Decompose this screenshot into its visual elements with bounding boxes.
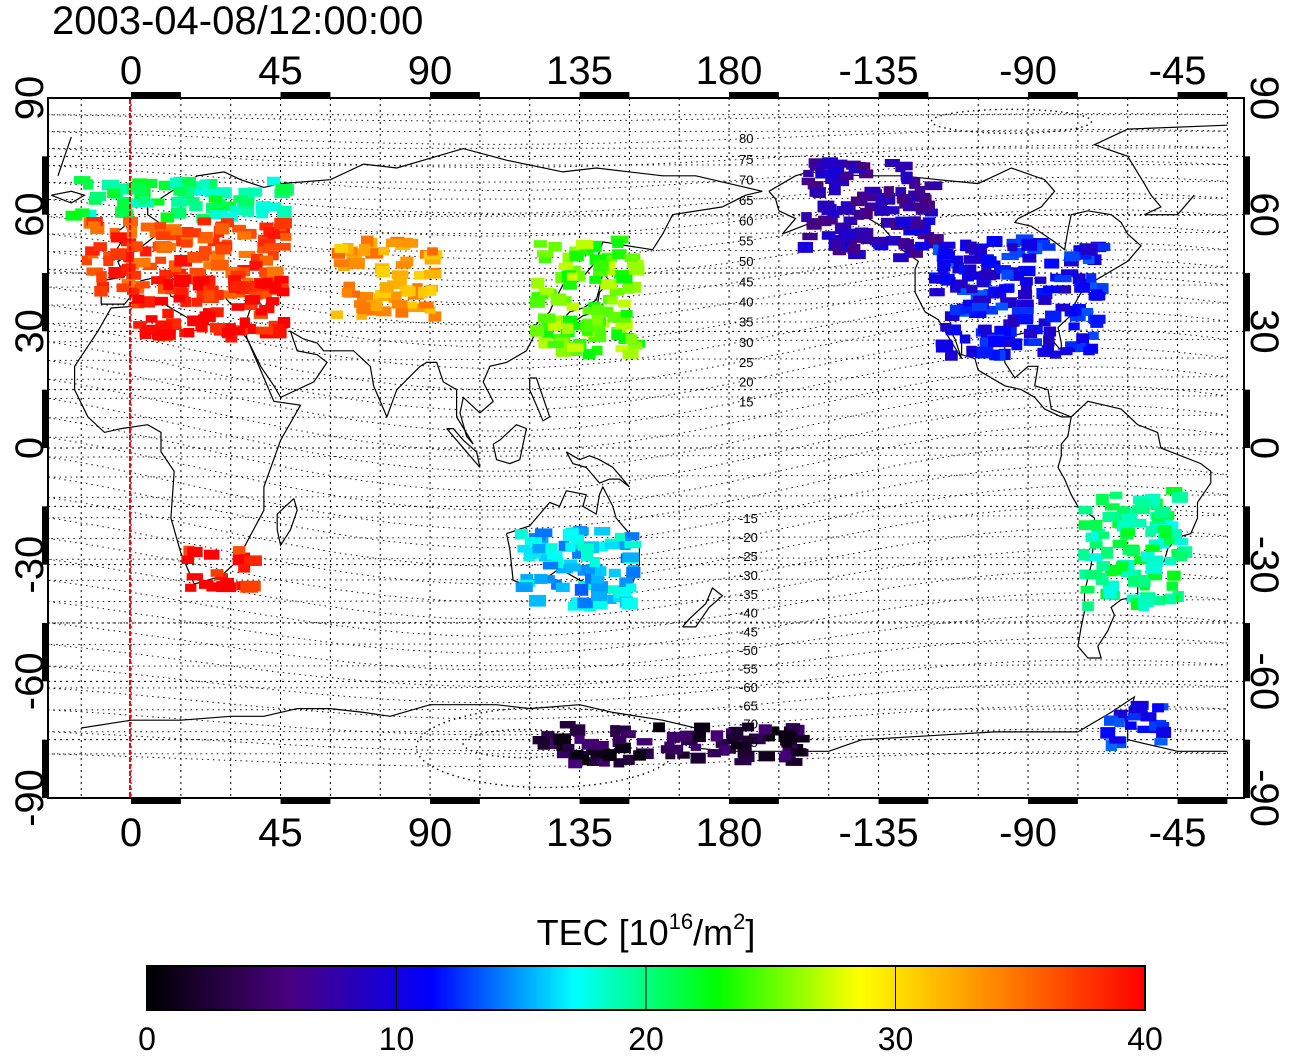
frame-tick-marks xyxy=(42,92,1250,804)
colorbar-tick-label: 40 xyxy=(1127,1021,1163,1057)
lat-label-left: -60 xyxy=(8,652,52,710)
lon-label-bottom: -45 xyxy=(1149,811,1207,855)
colorbar-title: TEC [1016/m2] xyxy=(537,909,756,953)
contour-labels-south: -15 -20 -25 -30 -35 -40 -45 -50 -55 -60 -65 -70 -75 xyxy=(739,511,758,750)
lat-label-right: -90 xyxy=(1242,769,1286,827)
lon-label-top: 90 xyxy=(408,49,453,93)
lon-labels-top: 0 45 90 135 180 -135 -90 -45 xyxy=(120,49,1207,93)
lat-label-right: -30 xyxy=(1242,536,1286,594)
lon-label-bottom: -135 xyxy=(839,811,919,855)
lon-label-top: -45 xyxy=(1149,49,1207,93)
contour-label: 45 xyxy=(739,274,753,289)
contour-label: 50 xyxy=(739,254,753,269)
contour-label: 25 xyxy=(739,355,753,370)
contour-label: -20 xyxy=(739,530,758,545)
map-title: 2003-04-08/12:00:00 xyxy=(52,0,423,43)
contour-label: -50 xyxy=(739,643,758,658)
contour-label: -55 xyxy=(739,661,758,676)
contour-label: 40 xyxy=(739,295,753,310)
tec-data-patches xyxy=(65,157,1193,769)
contour-label: -25 xyxy=(739,549,758,564)
lat-labels-left: 90 60 30 0 -30 -60 -90 xyxy=(8,76,52,827)
lon-labels-bottom: 0 45 90 135 180 -135 -90 -45 xyxy=(120,811,1207,855)
lon-label-top: -135 xyxy=(839,49,919,93)
lon-label-top: 45 xyxy=(258,49,303,93)
contour-label: -15 xyxy=(739,511,758,526)
contour-label: -35 xyxy=(739,587,758,602)
contour-label: 30 xyxy=(739,335,753,350)
contour-label: 65 xyxy=(739,193,753,208)
contour-label: 55 xyxy=(739,234,753,249)
lat-label-left: 30 xyxy=(8,309,52,354)
lat-label-left: -30 xyxy=(8,536,52,594)
lat-label-left: 90 xyxy=(8,76,52,121)
lon-label-bottom: 45 xyxy=(258,811,303,855)
contour-label: -45 xyxy=(739,624,758,639)
colorbar-tick-label: 0 xyxy=(138,1021,156,1057)
lat-label-left: 0 xyxy=(8,437,52,459)
contour-label: 80 xyxy=(739,131,753,146)
lat-labels-right: 90 60 30 0 -30 -60 -90 xyxy=(1242,76,1286,827)
contour-label: 70 xyxy=(739,172,753,187)
contour-label: 75 xyxy=(739,152,753,167)
contour-label: -60 xyxy=(739,680,758,695)
contour-label: 60 xyxy=(739,213,753,228)
lon-label-bottom: 135 xyxy=(546,811,613,855)
lat-label-right: 90 xyxy=(1242,76,1286,121)
colorbar-tick-label: 30 xyxy=(878,1021,914,1057)
contour-label: 20 xyxy=(739,375,753,390)
contour-label: -30 xyxy=(739,568,758,583)
contour-labels-north: 80 75 70 65 60 55 50 45 40 35 30 25 20 15 xyxy=(739,131,753,409)
lon-label-top: 0 xyxy=(120,49,142,93)
colorbar-tick-label: 20 xyxy=(628,1021,664,1057)
lat-label-left: -90 xyxy=(8,769,52,827)
colorbar-tick-label: 10 xyxy=(379,1021,415,1057)
lon-label-bottom: 180 xyxy=(696,811,763,855)
contour-label: -75 xyxy=(739,735,758,750)
contour-label: -70 xyxy=(739,717,758,732)
lat-label-left: 60 xyxy=(8,192,52,237)
contour-label: 15 xyxy=(739,394,753,409)
lat-label-right: 30 xyxy=(1242,309,1286,354)
contour-label: 35 xyxy=(739,315,753,330)
lat-label-right: -60 xyxy=(1242,652,1286,710)
lon-label-top: 180 xyxy=(696,49,763,93)
contour-label: -40 xyxy=(739,606,758,621)
colorbar-ticks: 0 10 20 30 40 xyxy=(138,966,1163,1057)
grid-lines xyxy=(48,98,1244,798)
lat-label-right: 0 xyxy=(1242,437,1286,459)
lon-label-bottom: -90 xyxy=(999,811,1057,855)
lat-label-right: 60 xyxy=(1242,192,1286,237)
lon-label-top: 135 xyxy=(546,49,613,93)
lon-label-top: -90 xyxy=(999,49,1057,93)
contour-label: -65 xyxy=(739,698,758,713)
lon-label-bottom: 90 xyxy=(408,811,453,855)
lon-label-bottom: 0 xyxy=(120,811,142,855)
